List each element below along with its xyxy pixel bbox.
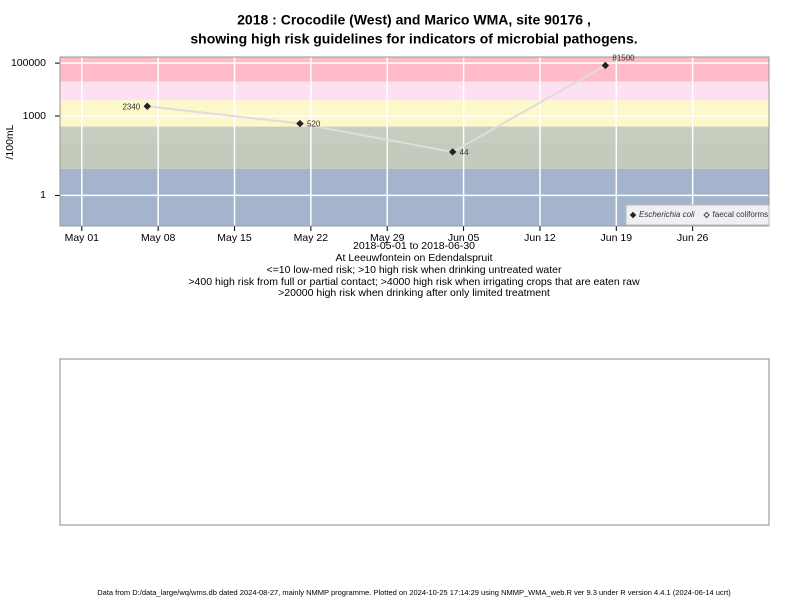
risk-band	[60, 81, 769, 101]
legend-label: Escherichia coli	[639, 210, 695, 219]
subtitle: 2018-05-01 to 2018-06-30	[353, 240, 475, 252]
x-tick-label: Jun 26	[677, 232, 709, 244]
y-tick-label: 100000	[11, 57, 46, 69]
series-line	[147, 64, 606, 153]
subtitle: >20000 high risk when drinking after onl…	[278, 287, 550, 299]
legend-marker	[703, 211, 710, 219]
y-axis-label: /100mL	[4, 124, 16, 159]
risk-band	[60, 126, 769, 143]
x-tick-label: May 22	[294, 232, 329, 244]
value-label: 520	[307, 120, 321, 129]
y-tick-label: 1	[40, 189, 46, 201]
y-tick-label: 1000	[23, 110, 47, 122]
footer: Data from D:/data_large/wq/wms.db dated …	[97, 588, 731, 597]
subtitle: <=10 low-med risk; >10 high risk when dr…	[266, 264, 562, 276]
x-tick-label: Jun 19	[601, 232, 633, 244]
legend-marker	[629, 211, 637, 219]
value-label: 2340	[122, 102, 140, 111]
chart-title: 2018 : Crocodile (West) and Marico WMA, …	[237, 12, 591, 28]
x-tick-label: Jun 12	[524, 232, 556, 244]
subtitle: At Leeuwfontein on Edendalspruit	[335, 252, 492, 264]
plot-frame	[59, 56, 770, 227]
x-tick-label: May 08	[141, 232, 176, 244]
risk-band	[60, 142, 769, 169]
empty-panel	[59, 358, 770, 526]
value-label: 81500	[612, 54, 635, 63]
subtitle: >400 high risk from full or partial cont…	[188, 276, 640, 288]
x-tick-label: May 01	[65, 232, 100, 244]
risk-band	[60, 100, 769, 127]
point	[143, 102, 151, 110]
value-label: 44	[460, 148, 469, 157]
point	[601, 61, 610, 70]
legend-label: faecal coliforms	[713, 210, 769, 219]
chart-title: showing high risk guidelines for indicat…	[190, 31, 637, 47]
point	[448, 148, 457, 156]
x-tick-label: Jun 05	[448, 232, 480, 244]
x-tick-label: May 15	[217, 232, 252, 244]
plot-area	[60, 57, 769, 226]
legend-box	[625, 204, 770, 226]
risk-band	[60, 57, 769, 82]
x-tick-label: May 29	[370, 232, 405, 244]
point	[296, 119, 304, 128]
